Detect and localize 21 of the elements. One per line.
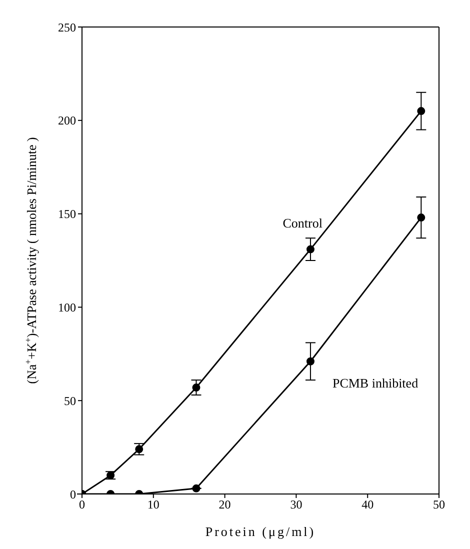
point: [306, 357, 314, 366]
point: [417, 107, 426, 116]
y-tick-label: 100: [58, 300, 76, 314]
y-tick-label: 150: [58, 207, 76, 222]
x-axis-title: Protein (μg/ml): [205, 524, 316, 539]
x-tick-label: 30: [290, 498, 302, 512]
series-label: Control: [282, 215, 323, 230]
point: [192, 484, 200, 492]
y-tick-label: 250: [58, 20, 76, 34]
series-label: PCMB inhibited: [332, 375, 419, 390]
point: [192, 384, 200, 392]
y-tick-label: 50: [64, 394, 76, 408]
point: [417, 214, 426, 222]
y-tick-label: 200: [58, 114, 76, 128]
y-tick-label: 0: [70, 487, 76, 502]
x-tick-label: 20: [218, 498, 231, 512]
point: [306, 245, 314, 254]
x-tick-label: 10: [147, 498, 160, 512]
x-tick-label: 40: [362, 498, 374, 512]
x-tick-label: 50: [433, 498, 445, 512]
x-tick-label: 0: [79, 498, 85, 512]
